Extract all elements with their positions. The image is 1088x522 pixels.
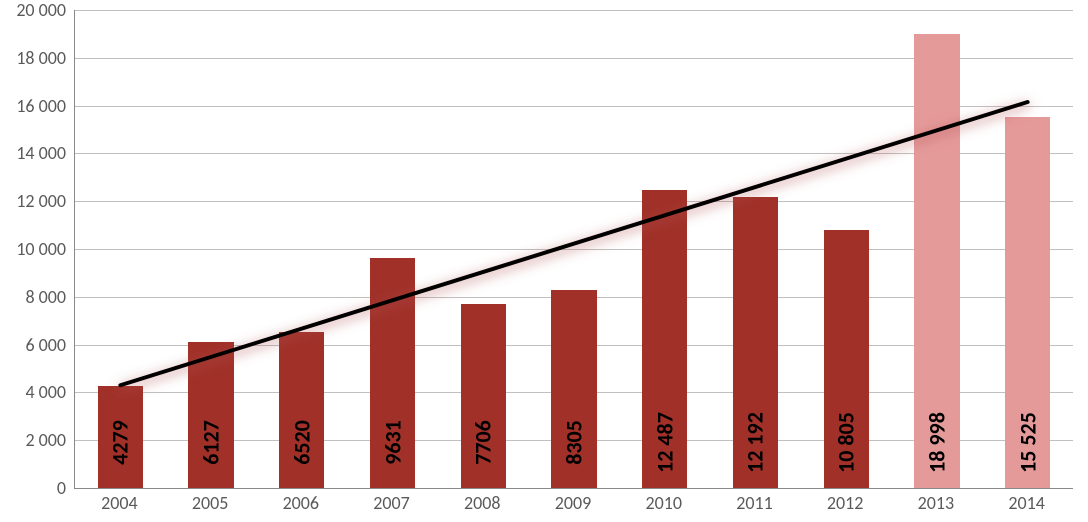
bar: 9631 xyxy=(370,258,415,488)
bar: 7706 xyxy=(461,304,506,488)
y-tick-label: 14 000 xyxy=(16,142,66,164)
bar-value-label: 18 998 xyxy=(923,412,950,473)
x-tick-label: 2008 xyxy=(464,492,501,514)
y-tick-label: 8 000 xyxy=(25,286,66,308)
bar-value-label: 12 192 xyxy=(742,412,769,473)
bar-chart: 4279 6127 6520 9631 7706 8305 12 487 12 192 10 8… xyxy=(0,0,1088,522)
bars-layer: 4279 6127 6520 9631 7706 8305 12 487 12 192 10 8… xyxy=(75,10,1073,488)
y-tick-label: 16 000 xyxy=(16,95,66,117)
bar: 12 487 xyxy=(642,190,687,488)
bar-value-label: 7706 xyxy=(470,420,497,465)
y-tick-label: 4 000 xyxy=(25,381,66,403)
bar: 12 192 xyxy=(733,197,778,488)
x-tick-label: 2007 xyxy=(373,492,410,514)
x-tick-label: 2013 xyxy=(918,492,955,514)
bar-value-label: 8305 xyxy=(560,420,587,465)
x-tick-label: 2012 xyxy=(827,492,864,514)
y-tick-label: 2 000 xyxy=(25,429,66,451)
x-tick-label: 2004 xyxy=(101,492,138,514)
bar-value-label: 15 525 xyxy=(1014,412,1041,473)
y-tick-label: 18 000 xyxy=(16,47,66,69)
y-tick-label: 0 xyxy=(57,477,66,499)
x-tick-label: 2011 xyxy=(736,492,773,514)
bar: 6127 xyxy=(188,342,233,488)
bar: 10 805 xyxy=(824,230,869,488)
bar-value-label: 12 487 xyxy=(651,412,678,473)
bar-value-label: 9631 xyxy=(379,420,406,465)
x-tick-label: 2005 xyxy=(192,492,229,514)
bar: 4279 xyxy=(98,386,143,488)
x-tick-label: 2010 xyxy=(645,492,682,514)
y-tick-label: 6 000 xyxy=(25,334,66,356)
bar: 18 998 xyxy=(914,34,959,488)
y-tick-label: 12 000 xyxy=(16,190,66,212)
bar-value-label: 6520 xyxy=(288,420,315,465)
y-tick-label: 20 000 xyxy=(16,0,66,21)
y-axis: 02 0004 0006 0008 00010 00012 00014 0001… xyxy=(0,10,66,488)
x-tick-label: 2014 xyxy=(1008,492,1045,514)
bar: 8305 xyxy=(551,290,596,488)
x-tick-label: 2006 xyxy=(283,492,320,514)
plot-area: 4279 6127 6520 9631 7706 8305 12 487 12 192 10 8… xyxy=(74,10,1073,489)
x-tick-label: 2009 xyxy=(555,492,592,514)
bar-value-label: 6127 xyxy=(198,420,225,465)
bar: 15 525 xyxy=(1005,117,1050,488)
bar-value-label: 10 805 xyxy=(833,412,860,473)
bar-value-label: 4279 xyxy=(107,420,134,465)
bar: 6520 xyxy=(279,332,324,488)
y-tick-label: 10 000 xyxy=(16,238,66,260)
x-axis: 2004 2005 2006 2007 2008 2009 2010 2011 2012 2013… xyxy=(74,488,1072,522)
